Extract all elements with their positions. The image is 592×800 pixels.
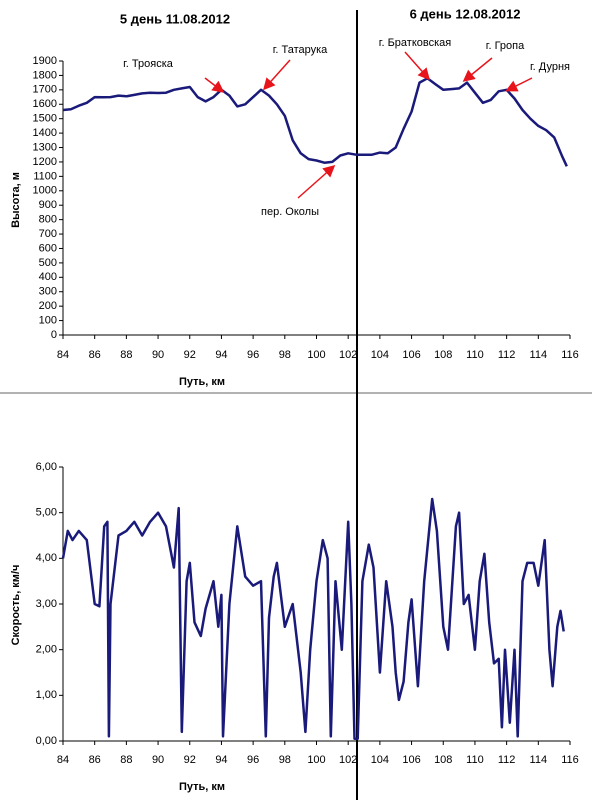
x-tick-label: 110 xyxy=(466,349,484,361)
annotation: г. Трояска xyxy=(123,58,174,70)
x-tick-label: 106 xyxy=(402,754,420,766)
x-tick-label: 94 xyxy=(215,754,227,766)
annotation-arrow xyxy=(505,77,533,92)
y-tick-label: 1900 xyxy=(33,55,57,67)
y-tick-label: 0,00 xyxy=(36,735,57,747)
y-tick-label: 1700 xyxy=(33,84,57,96)
x-tick-label: 108 xyxy=(434,349,452,361)
annotation: г. Братковская xyxy=(379,37,451,49)
x-tick-label: 100 xyxy=(307,754,325,766)
y-tick-label: 6,00 xyxy=(36,461,57,473)
x-tick-label: 98 xyxy=(279,754,291,766)
y-tick-label: 1500 xyxy=(33,113,57,125)
annotation-arrow xyxy=(404,51,430,81)
x-axis-title: Путь, км xyxy=(179,781,225,793)
x-tick-label: 86 xyxy=(89,754,101,766)
x-tick-label: 112 xyxy=(498,754,516,766)
y-tick-label: 800 xyxy=(39,214,57,226)
x-tick-label: 96 xyxy=(247,754,259,766)
y-axis-title: Высота, м xyxy=(10,172,22,228)
x-tick-label: 116 xyxy=(561,754,579,766)
y-tick-label: 500 xyxy=(39,257,57,269)
x-tick-label: 114 xyxy=(530,349,548,361)
x-tick-label: 86 xyxy=(89,349,101,361)
x-tick-label: 90 xyxy=(152,349,164,361)
x-tick-label: 102 xyxy=(339,349,357,361)
x-tick-label: 116 xyxy=(561,349,579,361)
y-tick-label: 1000 xyxy=(33,185,57,197)
day-title: 6 день 12.08.2012 xyxy=(410,6,521,21)
annotation-arrow xyxy=(204,77,225,93)
x-tick-label: 102 xyxy=(339,754,357,766)
x-tick-label: 92 xyxy=(184,754,196,766)
y-tick-label: 1100 xyxy=(33,170,57,182)
x-tick-label: 98 xyxy=(279,349,291,361)
x-tick-label: 104 xyxy=(371,754,389,766)
x-tick-label: 110 xyxy=(466,754,484,766)
x-tick-label: 96 xyxy=(247,349,259,361)
y-tick-label: 3,00 xyxy=(36,598,57,610)
y-tick-label: 1400 xyxy=(33,127,57,139)
y-tick-label: 4,00 xyxy=(36,552,57,564)
y-tick-label: 1800 xyxy=(33,69,57,81)
data-line xyxy=(61,497,565,740)
x-tick-label: 90 xyxy=(152,754,164,766)
x-tick-label: 84 xyxy=(57,754,69,766)
annotation-arrow xyxy=(263,59,291,91)
y-tick-label: 300 xyxy=(39,286,57,298)
data-line xyxy=(62,77,568,167)
y-tick-label: 1200 xyxy=(33,156,57,168)
x-tick-label: 114 xyxy=(530,754,548,766)
x-tick-label: 88 xyxy=(120,754,132,766)
y-tick-label: 1600 xyxy=(33,98,57,110)
annotation-arrow xyxy=(462,57,493,82)
y-tick-label: 100 xyxy=(39,314,57,326)
y-tick-label: 200 xyxy=(39,300,57,312)
annotation: пер. Околы xyxy=(261,206,319,218)
y-tick-label: 700 xyxy=(39,228,57,240)
y-tick-label: 900 xyxy=(39,199,57,211)
y-tick-label: 1,00 xyxy=(36,689,57,701)
annotation: г. Гропа xyxy=(486,40,525,52)
x-axis-title: Путь, км xyxy=(179,376,225,388)
y-tick-label: 2,00 xyxy=(36,644,57,656)
x-tick-label: 112 xyxy=(498,349,516,361)
annotation: г. Татарука xyxy=(273,44,328,56)
annotation-arrow xyxy=(297,165,336,199)
y-tick-label: 1300 xyxy=(33,141,57,153)
day-title: 5 день 11.08.2012 xyxy=(120,11,230,26)
y-axis-title: Скорость, км/ч xyxy=(10,565,22,646)
x-tick-label: 104 xyxy=(371,349,389,361)
x-tick-label: 84 xyxy=(57,349,69,361)
y-tick-label: 0 xyxy=(51,329,57,341)
x-tick-label: 108 xyxy=(434,754,452,766)
annotation: г. Дурня xyxy=(530,61,570,73)
y-tick-label: 5,00 xyxy=(36,507,57,519)
x-tick-label: 94 xyxy=(215,349,227,361)
x-tick-label: 92 xyxy=(184,349,196,361)
y-tick-label: 600 xyxy=(39,242,57,254)
x-tick-label: 106 xyxy=(402,349,420,361)
y-tick-label: 400 xyxy=(39,271,57,283)
x-tick-label: 88 xyxy=(120,349,132,361)
x-tick-label: 100 xyxy=(307,349,325,361)
